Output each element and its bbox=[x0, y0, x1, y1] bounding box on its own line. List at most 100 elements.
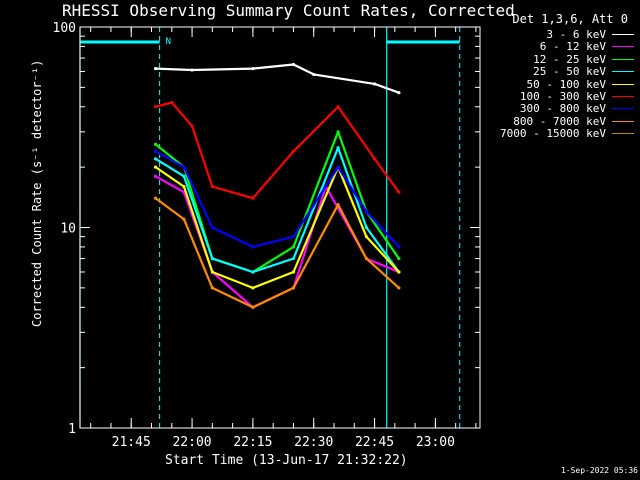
legend-swatch bbox=[612, 71, 634, 73]
legend-item-label: 25 - 50 keV bbox=[533, 65, 606, 79]
legend-item-label: 50 - 100 keV bbox=[526, 77, 606, 91]
series-point bbox=[364, 235, 369, 239]
legend-item-label: 100 - 300 keV bbox=[519, 90, 606, 103]
series-point bbox=[182, 174, 186, 178]
legend-header: Det 1,3,6, Att 0 bbox=[512, 12, 628, 26]
series-layer bbox=[153, 62, 401, 309]
series-point bbox=[397, 91, 401, 95]
series-point bbox=[291, 62, 296, 67]
series-point bbox=[153, 157, 158, 161]
y-tick-label: 1 bbox=[68, 422, 76, 437]
series-point bbox=[210, 256, 214, 261]
legend-swatch bbox=[612, 34, 634, 35]
legend-item: 800 - 7000 keV bbox=[513, 115, 634, 128]
legend-item-label: 6 - 12 keV bbox=[539, 40, 606, 54]
legend-item-label: 7000 - 15000 keV bbox=[500, 127, 606, 141]
series-point bbox=[397, 245, 401, 249]
legend-swatch bbox=[612, 96, 634, 97]
axis-ticks: 1 10 100 21:45 22:00 22:15 22:30 22:45 23:00 bbox=[53, 21, 480, 450]
series-point bbox=[397, 286, 401, 290]
series-point bbox=[210, 225, 214, 230]
legend-swatch bbox=[612, 108, 634, 110]
y-axis-label: Corrected Count Rate (s⁻¹ detector⁻¹) bbox=[30, 59, 44, 327]
series-point bbox=[170, 100, 174, 105]
series-point bbox=[251, 305, 255, 309]
x-axis-label: Start Time (13-Jun-17 21:32:22) bbox=[165, 453, 408, 468]
x-tick-label: 21:45 bbox=[112, 435, 151, 450]
series-point bbox=[190, 124, 194, 128]
series-line-4 bbox=[154, 166, 400, 289]
legend-item-label: 12 - 25 keV bbox=[533, 52, 606, 66]
series-point bbox=[182, 165, 186, 169]
series-point bbox=[397, 256, 401, 261]
series-point bbox=[190, 68, 194, 72]
x-tick-label: 22:00 bbox=[172, 435, 211, 450]
series-point bbox=[336, 130, 340, 134]
overlay-marker-label: N bbox=[166, 37, 171, 47]
series-point bbox=[251, 286, 255, 290]
legend-swatch bbox=[612, 133, 634, 135]
series-point bbox=[312, 72, 316, 77]
series-point bbox=[153, 149, 158, 153]
x-tick-label: 23:00 bbox=[416, 435, 455, 450]
y-tick-label: 100 bbox=[53, 21, 76, 36]
legend-item-label: 800 - 7000 keV bbox=[513, 114, 606, 128]
series-point bbox=[364, 225, 369, 230]
series-point bbox=[210, 286, 214, 290]
legend-item-label: 300 - 800 keV bbox=[519, 102, 606, 116]
legend-item: 300 - 800 keV bbox=[520, 102, 634, 115]
legend-item: 25 - 50 keV bbox=[533, 65, 634, 78]
series-point bbox=[251, 67, 255, 71]
series-point bbox=[153, 67, 158, 71]
series-point bbox=[153, 105, 158, 109]
legend-swatch bbox=[612, 58, 634, 60]
series-point bbox=[372, 82, 377, 86]
orbit-overlay: N bbox=[79, 27, 461, 428]
series-line-7 bbox=[154, 197, 400, 309]
series-point bbox=[291, 256, 296, 261]
series-point bbox=[153, 165, 158, 169]
legend-item: 100 - 300 keV bbox=[520, 90, 634, 103]
legend-swatch bbox=[612, 83, 634, 85]
series-point bbox=[251, 196, 255, 200]
legend-item: 3 - 6 keV bbox=[546, 28, 634, 41]
series-line-2 bbox=[154, 130, 400, 274]
legend-item: 6 - 12 keV bbox=[540, 40, 634, 53]
series-point bbox=[153, 174, 158, 178]
series-point bbox=[291, 270, 296, 274]
legend-swatch bbox=[612, 46, 634, 48]
legend-item: 7000 - 15000 keV bbox=[500, 127, 634, 140]
series-point bbox=[291, 235, 296, 239]
legend-item: 50 - 100 keV bbox=[527, 78, 634, 91]
series-point bbox=[291, 245, 296, 249]
series-point bbox=[336, 105, 340, 109]
series-point bbox=[153, 142, 158, 146]
series-point bbox=[336, 165, 340, 169]
series-point bbox=[364, 210, 369, 214]
x-tick-label: 22:45 bbox=[355, 435, 394, 450]
timestamp-footer: 1-Sep-2022 05:36 bbox=[560, 466, 638, 475]
legend-item-label: 3 - 6 keV bbox=[546, 28, 606, 41]
series-point bbox=[291, 286, 296, 290]
series-point bbox=[364, 256, 369, 261]
series-point bbox=[210, 184, 214, 189]
series-point bbox=[336, 203, 340, 207]
series-point bbox=[182, 217, 186, 221]
plot-frame bbox=[79, 26, 481, 429]
chart-title: RHESSI Observing Summary Count Rates, Co… bbox=[62, 1, 515, 20]
legend-swatch bbox=[612, 120, 634, 122]
series-point bbox=[210, 270, 214, 274]
x-tick-label: 22:15 bbox=[233, 435, 272, 450]
series-line-3 bbox=[155, 146, 400, 274]
series-point bbox=[251, 270, 255, 274]
series-point bbox=[397, 190, 401, 194]
y-tick-label: 10 bbox=[60, 222, 76, 237]
series-line-6 bbox=[155, 150, 400, 248]
series-point bbox=[336, 146, 340, 150]
series-point bbox=[372, 157, 377, 161]
series-point bbox=[291, 149, 296, 153]
series-point bbox=[153, 196, 158, 200]
series-point bbox=[182, 184, 186, 189]
series-point bbox=[251, 245, 255, 249]
